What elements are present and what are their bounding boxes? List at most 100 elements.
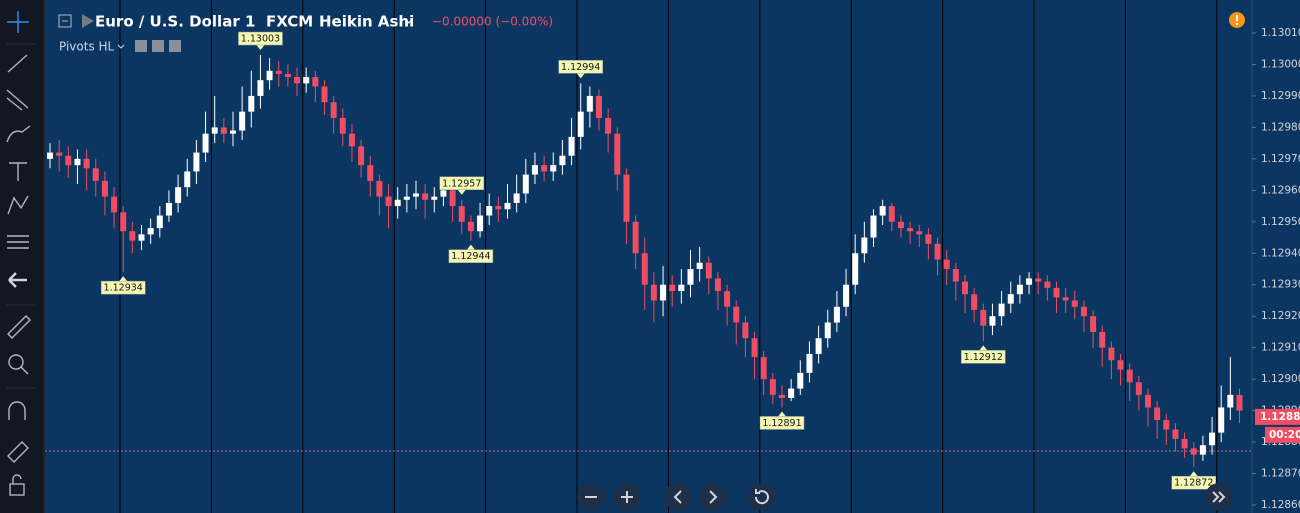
lock-tool[interactable] (9, 474, 25, 496)
pivot-label: 1.13003 (241, 34, 280, 45)
candle-body (348, 133, 355, 147)
candle-body (1236, 394, 1243, 411)
candle-body (330, 102, 337, 118)
candle-body (705, 262, 712, 279)
candle-body (843, 284, 850, 307)
candle-body (989, 316, 996, 326)
back-tool[interactable] (8, 272, 27, 288)
y-tick-label: 1.12870 (1261, 468, 1300, 480)
candle-body (888, 206, 895, 222)
candle-body (641, 253, 648, 285)
candle-body (367, 165, 374, 181)
candle-body (806, 353, 813, 373)
candle-body (971, 294, 978, 310)
candle-body (916, 231, 923, 235)
prediction-tool[interactable] (7, 235, 29, 249)
exchange: FXCM (266, 13, 313, 31)
candle-body (467, 221, 474, 232)
candle-body (504, 202, 511, 210)
pivot-pointer (778, 411, 786, 417)
pivot-box (238, 31, 283, 46)
candle-body (815, 338, 822, 354)
fib-tool[interactable] (6, 89, 29, 111)
candle-body (769, 379, 776, 395)
candle-body (138, 234, 145, 241)
candle-body (696, 262, 703, 269)
pattern-tool[interactable] (7, 195, 29, 215)
candle-body (120, 212, 127, 232)
end-icon (1212, 491, 1226, 503)
magnet-tool[interactable] (8, 401, 26, 420)
pivot-label: 1.12944 (451, 251, 490, 262)
candle-body (1181, 438, 1188, 449)
candle-body (175, 187, 182, 203)
flag-icon[interactable] (82, 14, 94, 28)
y-tick-label: 1.12960 (1261, 184, 1300, 196)
candle-body (513, 193, 520, 203)
indicator-visibility[interactable] (135, 40, 147, 52)
indicator-name: Pivots HL (59, 40, 115, 54)
candle-body (294, 77, 301, 84)
candle-body (605, 117, 612, 134)
candle-body (586, 95, 593, 112)
candle-body (403, 196, 410, 200)
pivot-pointer (979, 345, 988, 351)
indicator-settings[interactable] (152, 40, 164, 52)
candle-body (47, 152, 53, 159)
candle-body (1080, 306, 1087, 317)
candle-body (422, 193, 429, 200)
candle-body (1007, 294, 1014, 304)
collapse-button[interactable] (58, 14, 72, 28)
candle-body (486, 206, 493, 216)
candle-body (413, 193, 419, 197)
chart-style[interactable]: Heikin Ashi (319, 13, 414, 31)
style-dropdown[interactable] (405, 18, 413, 24)
candle-body (541, 165, 548, 172)
y-tick-label: 1.12920 (1261, 310, 1300, 322)
candle-body (495, 206, 502, 210)
candle-body (1099, 331, 1106, 348)
pivot-pointer (119, 276, 128, 282)
indicator-dropdown[interactable] (117, 44, 125, 49)
lock-drawings-tool[interactable] (7, 441, 29, 463)
pivot-label: 1.12912 (964, 352, 1003, 363)
candle-body (358, 146, 365, 166)
candle-body (1053, 287, 1060, 298)
pivot-box (439, 176, 484, 191)
candle-body (632, 221, 639, 254)
candle-body (202, 133, 209, 153)
brush-tool[interactable] (6, 125, 31, 143)
candle-body (952, 269, 959, 282)
scroll-right-button[interactable] (699, 483, 727, 511)
measure-tool[interactable] (7, 315, 31, 339)
candle-body (962, 281, 968, 295)
candle-body (56, 152, 63, 156)
left-icon (673, 490, 682, 504)
candle-body (458, 206, 465, 222)
zoom-tool[interactable] (8, 354, 29, 375)
candle-body (733, 306, 740, 323)
candle-body (1090, 316, 1097, 332)
candle-body (239, 111, 246, 131)
candle-body (568, 136, 575, 156)
crosshair-tool[interactable] (7, 11, 29, 33)
candle-body (678, 284, 685, 292)
candle-body (1117, 360, 1124, 370)
candle-body (129, 231, 136, 241)
candle-body (266, 70, 273, 81)
trend-line-tool[interactable] (7, 54, 28, 73)
candle-body (431, 196, 438, 200)
scroll-left-button[interactable] (664, 483, 692, 511)
indicator-remove[interactable] (169, 40, 181, 52)
reset-button[interactable] (748, 483, 776, 511)
candle-body (312, 77, 319, 87)
y-tick-label: 1.12860 (1261, 499, 1300, 511)
pivot-box (448, 249, 494, 263)
interval[interactable]: 1 (245, 13, 255, 31)
last-price-box (1255, 408, 1300, 425)
candle-body (1016, 284, 1023, 295)
candle-body (833, 306, 840, 323)
plot: 1.13003 1.12994 1.12957 1.12934 1.12944 1.128… (47, 27, 1300, 511)
text-tool[interactable] (9, 162, 27, 181)
candle-body (852, 253, 859, 285)
